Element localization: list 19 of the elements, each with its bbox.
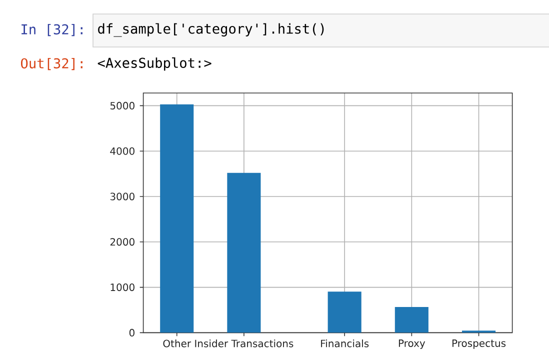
- text: Out[32]:: [21, 58, 82, 70]
- text: <AxesSubplot:>: [98, 57, 212, 71]
- x-tick-label: Insider Transactions: [195, 340, 294, 348]
- y-tick-label: 3000: [110, 192, 134, 200]
- y-tick-label: 1000: [110, 284, 134, 292]
- x-tick-label: Other: [163, 340, 192, 348]
- text: df_sample['category'].hist(): [98, 23, 324, 37]
- y-tick-label: 4000: [110, 147, 134, 155]
- text: In [32]:: [22, 24, 82, 36]
- bar: [227, 172, 261, 333]
- x-tick-label: Financials: [321, 340, 369, 348]
- y-tick-label: 2000: [110, 238, 134, 246]
- x-tick-label: Proxy: [398, 340, 426, 349]
- bar: [160, 104, 194, 333]
- y-tick-label: 0: [129, 328, 134, 336]
- bar: [328, 292, 362, 333]
- y-tick-label: 5000: [110, 102, 134, 110]
- x-tick-label: Prospectus: [452, 340, 506, 349]
- bar: [394, 306, 428, 333]
